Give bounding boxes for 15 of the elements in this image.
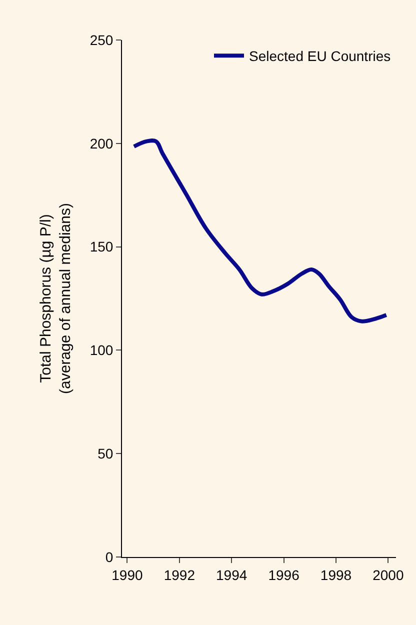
x-tick-label: 1998 [320,566,352,583]
x-tick-label: 1996 [268,566,300,583]
y-tick-label: 100 [90,342,114,358]
y-axis-title: Total Phosphorus (µg P/l) (average of annual medians) [38,203,74,394]
x-tick-label: 1992 [164,566,196,583]
y-tick-label: 50 [98,446,114,462]
x-tick-label: 1994 [216,566,248,583]
y-tick-label: 0 [105,548,114,565]
y-tick-label: 250 [90,32,114,48]
y-tick-label: 200 [90,135,114,152]
legend-label: Selected EU Countries [249,48,391,64]
y-tick-label: 150 [90,238,114,255]
line-series [132,138,388,324]
x-tick-label: 1990 [112,566,143,583]
x-tick-label: 2000 [372,566,404,583]
